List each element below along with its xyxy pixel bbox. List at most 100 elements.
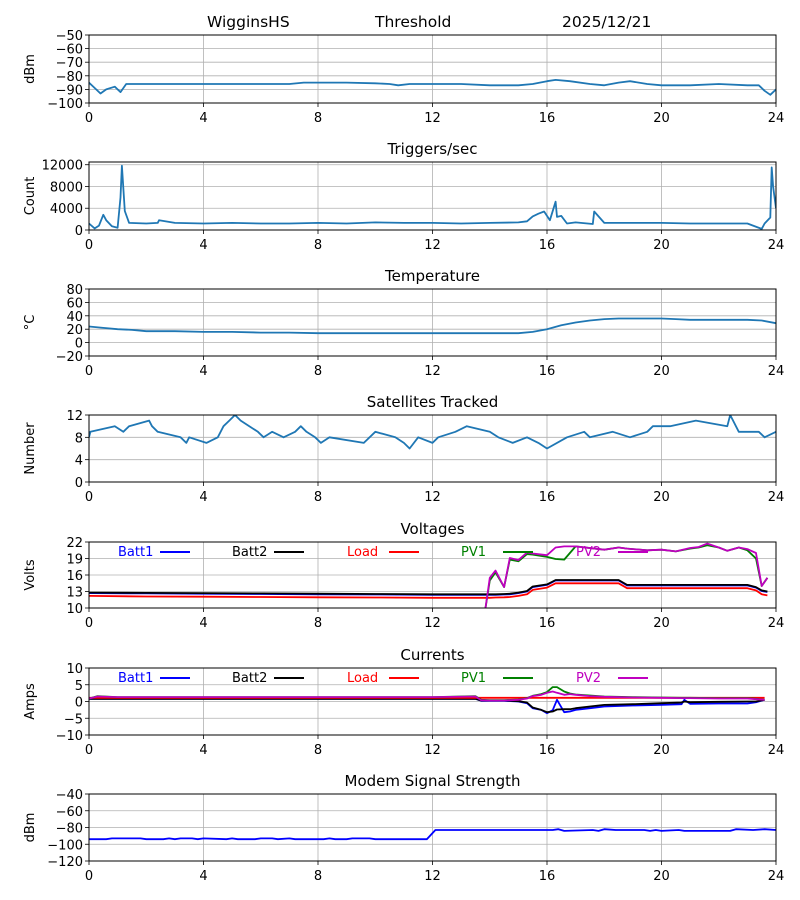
y-tick-label: 0 [75, 476, 83, 491]
legend-label-batt1: Batt1 [118, 545, 153, 560]
y-tick-label: 22 [66, 536, 83, 551]
y-tick-label: 19 [66, 553, 83, 568]
x-tick-label: 8 [314, 111, 322, 126]
x-tick-label: 24 [768, 869, 785, 884]
x-tick-label: 8 [314, 869, 322, 884]
y-tick-label: 12000 [42, 159, 83, 174]
x-tick-label: 20 [653, 111, 670, 126]
panel-title: Modem Signal Strength [345, 772, 521, 790]
x-tick-label: 8 [314, 238, 322, 253]
legend-label-batt2: Batt2 [232, 545, 267, 560]
panel-threshold: dBm 0 4 8 12 16 20 24 −50−60−70−80−90−100 [23, 29, 784, 126]
x-tick-label: 16 [539, 238, 556, 253]
series-line-temperature [89, 317, 776, 335]
x-tick-label: 0 [85, 616, 93, 631]
plot-frame [88, 793, 777, 862]
panel-modem: Modem Signal Strength dBm 0 4 8 12 16 20 24 −40 −6… [23, 772, 784, 884]
panel-triggers: Triggers/sec Count 0 4 8 12 16 20 24 0 4000 8000 120… [23, 140, 784, 253]
x-tick-label: 4 [199, 616, 207, 631]
x-tick-label: 16 [539, 743, 556, 758]
x-tick-label: 0 [85, 364, 93, 379]
legend-label-pv1: PV1 [461, 545, 486, 560]
y-tick-label: −80 [56, 822, 83, 837]
plot-frame [88, 667, 777, 736]
x-tick-label: 24 [768, 743, 785, 758]
y-axis-label: °C [23, 315, 38, 331]
y-tick-label: 10 [66, 662, 83, 677]
y-tick-label: −70 [56, 56, 83, 71]
x-tick-label: 0 [85, 238, 93, 253]
x-tick-label: 4 [199, 869, 207, 884]
y-tick-label: −60 [56, 805, 83, 820]
x-tick-label: 24 [768, 616, 785, 631]
plot-frame [88, 541, 777, 609]
x-tick-label: 12 [424, 238, 441, 253]
y-tick-label: 0 [75, 696, 83, 711]
x-tick-label: 4 [199, 111, 207, 126]
y-tick-label: 10 [66, 602, 83, 617]
x-tick-label: 20 [653, 490, 670, 505]
y-tick-label: −120 [47, 855, 83, 870]
y-axis-label: Volts [23, 559, 38, 591]
legend-label-pv2: PV2 [576, 671, 601, 686]
x-tick-label: 20 [653, 743, 670, 758]
series-line-pv2 [89, 690, 765, 702]
panel-title: Temperature [384, 267, 480, 285]
x-tick-label: 12 [424, 869, 441, 884]
y-tick-label: −80 [56, 70, 83, 85]
legend-label-batt2: Batt2 [232, 671, 267, 686]
y-tick-label: −60 [56, 43, 83, 58]
x-tick-label: 16 [539, 490, 556, 505]
x-tick-label: 0 [85, 111, 93, 126]
y-axis-label: dBm [23, 54, 38, 84]
legend-label-batt1: Batt1 [118, 671, 153, 686]
panel-title: Satellites Tracked [367, 393, 498, 411]
y-axis-label: Count [23, 177, 38, 216]
legend-label-pv1: PV1 [461, 671, 486, 686]
x-tick-label: 8 [314, 616, 322, 631]
series-line-satellites [89, 415, 776, 450]
x-tick-label: 12 [424, 490, 441, 505]
x-tick-label: 4 [199, 490, 207, 505]
y-tick-label: 0 [75, 224, 83, 239]
x-tick-label: 4 [199, 364, 207, 379]
x-tick-label: 8 [314, 743, 322, 758]
y-tick-label: 12 [66, 409, 83, 424]
plot-frame [88, 414, 777, 483]
x-tick-label: 20 [653, 869, 670, 884]
y-tick-label: 0 [75, 337, 83, 352]
y-tick-label: 8000 [50, 180, 83, 195]
header-date: 2025/12/21 [562, 13, 651, 31]
x-tick-label: 16 [539, 869, 556, 884]
x-tick-label: 12 [424, 743, 441, 758]
series-line-batt2 [89, 579, 768, 596]
legend-label-load: Load [347, 545, 378, 560]
series-line-batt1 [89, 697, 765, 715]
x-tick-label: 0 [85, 869, 93, 884]
series-line-load [89, 582, 768, 599]
x-tick-label: 4 [199, 238, 207, 253]
x-tick-label: 4 [199, 743, 207, 758]
y-tick-label: 60 [66, 296, 83, 311]
x-tick-label: 12 [424, 616, 441, 631]
x-tick-label: 20 [653, 616, 670, 631]
x-tick-label: 20 [653, 364, 670, 379]
y-tick-label: 20 [66, 323, 83, 338]
y-tick-label: 80 [66, 283, 83, 298]
x-tick-label: 24 [768, 238, 785, 253]
x-tick-label: 20 [653, 238, 670, 253]
x-tick-label: 16 [539, 364, 556, 379]
y-tick-label: 13 [66, 586, 83, 601]
y-tick-label: 4000 [50, 202, 83, 217]
y-tick-label: 8 [75, 431, 83, 446]
y-tick-label: −10 [56, 729, 83, 744]
series-line-pv2 [484, 542, 769, 608]
panel-satellites: Satellites Tracked Number 0 4 8 12 16 20 24 0 4 8 12 [23, 393, 784, 505]
plot-frame [88, 161, 777, 231]
x-tick-label: 16 [539, 111, 556, 126]
y-tick-label: −90 [56, 83, 83, 98]
y-tick-label: −50 [56, 29, 83, 44]
